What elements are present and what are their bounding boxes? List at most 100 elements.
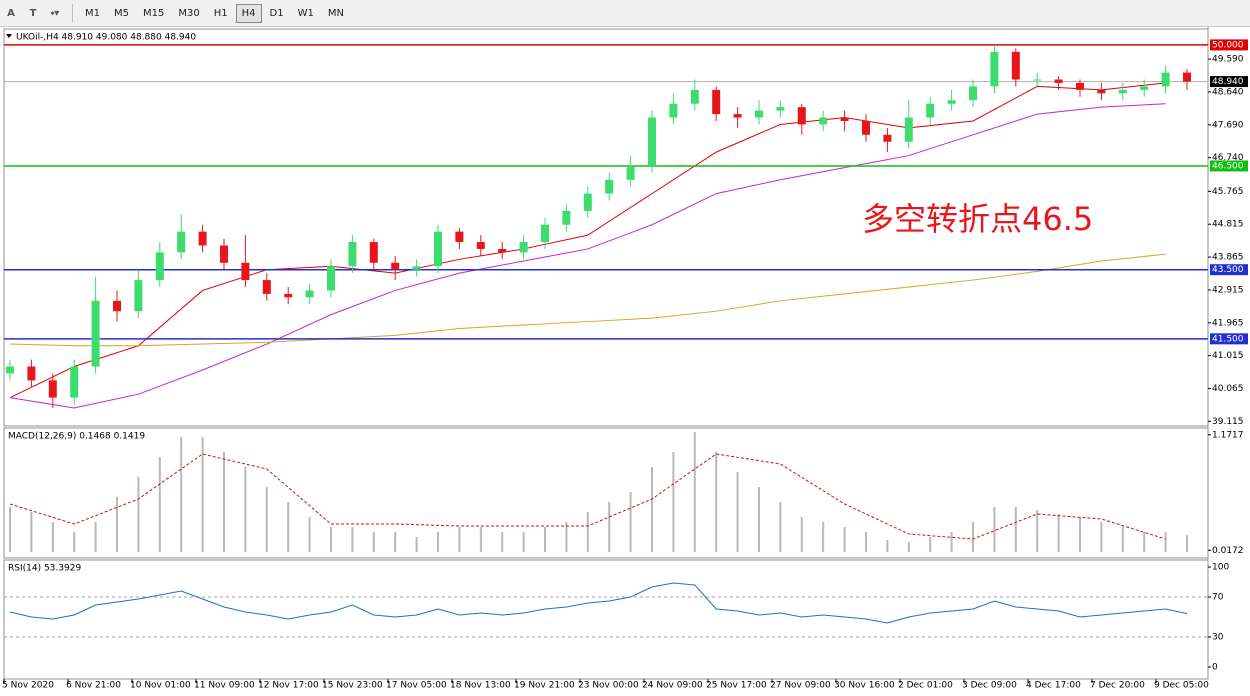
annotation: 多空转折点46.5 [862,200,1093,238]
candle-body [348,242,357,267]
moving-average [9,103,1166,409]
label-tool[interactable]: T [29,7,37,19]
level-label: 43.500 [1212,265,1244,275]
timeframe-button[interactable]: M15 [143,7,165,19]
x-tick-label: 18 Nov 13:00 [450,681,511,691]
level-tag [1210,39,1248,51]
candle-body [498,248,507,253]
menu-arrow [6,34,12,38]
candle-body [134,280,143,312]
candle-body [327,266,335,291]
timeframe-button[interactable]: H1 [213,7,228,19]
candle-body [391,262,400,270]
candle-body [626,165,635,180]
timeframe-button[interactable]: D1 [269,7,284,19]
candle-body [583,193,592,211]
x-tick-label: 2 Dec 01:00 [898,681,953,691]
candle-body [1097,89,1106,94]
y-tick-label: 39.115 [1212,417,1244,427]
candle-body [177,231,186,253]
x-tick-label: 5 Nov 2020 [2,681,54,691]
y-tick-label: 1.1717 [1212,430,1244,440]
candle-body [91,300,100,367]
shapes-tool[interactable]: ⬩▾ [50,7,60,19]
candle-body [605,179,614,194]
x-tick-label: 19 Nov 21:00 [514,681,575,691]
text-tool[interactable]: A [7,7,15,19]
candle-body [969,86,977,101]
x-tick-label: 11 Nov 09:00 [194,681,255,691]
candle-body [519,242,528,253]
candle-body [690,89,699,104]
candle-body [6,366,14,374]
timeframe-button[interactable]: M30 [178,7,200,19]
moving-average [9,253,1166,347]
candle-body [1118,89,1127,94]
candle-body [305,290,314,298]
last-price-label: 48.940 [1212,77,1244,87]
candle-body [476,242,485,249]
candle-body [369,242,378,263]
candle-body [862,120,870,135]
toolbar: A T ⬩▾ M1 M5 M15 M30 H1 H4 D1 W1 MN [0,0,1250,27]
y-tick-label: 70 [1212,593,1224,603]
panel-title: RSI(14) 53.3929 [8,564,81,574]
x-tick-label: 30 Nov 16:00 [834,681,895,691]
level-label: 46.500 [1212,161,1244,171]
candle-body [1140,86,1149,90]
candle-body [669,103,678,118]
candle-body [947,100,956,104]
candle-body [1076,82,1084,90]
y-tick-label: 100 [1212,563,1229,573]
y-tick-label: 45.765 [1212,187,1244,197]
x-tick-label: 12 Nov 17:00 [258,681,319,691]
signal-line [9,453,1166,540]
candle-body [113,300,121,312]
x-tick-label: 27 Nov 09:00 [770,681,831,691]
timeframe-button[interactable]: W1 [297,7,314,19]
candle-body [1033,79,1042,81]
x-tick-label: 25 Nov 17:00 [706,681,767,691]
candle-body [776,107,785,111]
y-tick-label: 48.640 [1212,87,1244,97]
x-tick-label: 15 Nov 23:00 [322,681,383,691]
candle-body [755,110,763,118]
x-tick-label: 4 Dec 17:00 [1026,681,1081,691]
x-tick-label: 23 Nov 00:00 [578,681,639,691]
candle-body [48,380,57,398]
candle-body [819,117,828,125]
x-tick-label: 6 Nov 21:00 [66,681,121,691]
panel-frame [3,427,1209,559]
candle-body [883,134,892,142]
timeframe-button[interactable]: H4 [235,3,262,23]
candle-body [1011,51,1020,80]
candle-body [262,280,271,294]
candle-body [70,366,79,398]
y-tick-label: 0.0172 [1212,546,1244,556]
candle-body [198,231,207,246]
candle-body [926,103,935,118]
candle-body [455,231,464,243]
candle-body [541,224,549,243]
level-label: 50.000 [1212,40,1244,50]
candle-body [562,210,571,225]
panel-title: UKOil-,H4 48.910 49.080 48.880 48.940 [16,33,196,43]
x-tick-label: 7 Dec 20:00 [1090,681,1145,691]
y-tick-label: 30 [1212,633,1224,643]
level-label: 41.500 [1212,334,1244,344]
panel-frame [3,559,1209,680]
candle-body [1054,79,1063,83]
candle-body [797,107,806,125]
y-tick-label: 49.590 [1212,55,1244,65]
y-tick-label: 41.965 [1212,318,1244,328]
level-tag [1210,264,1248,276]
candle-body [27,366,36,381]
timeframe-button[interactable]: M1 [85,7,100,19]
candle-body [1183,72,1191,82]
candle-body [1161,72,1170,87]
candle-body [412,266,421,270]
last-price-tag [1210,76,1248,88]
timeframe-button[interactable]: M5 [114,7,129,19]
timeframe-button[interactable]: MN [327,7,344,19]
